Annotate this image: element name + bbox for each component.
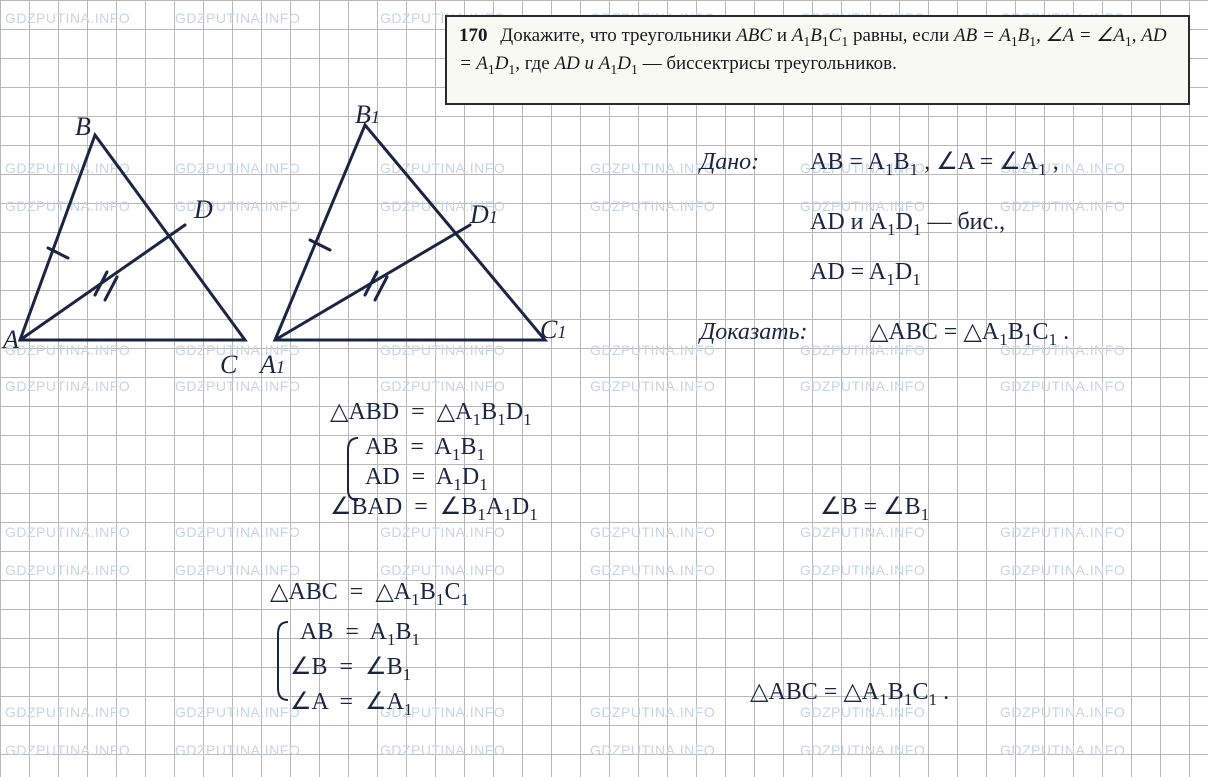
- proof-brackets: [0, 0, 1208, 777]
